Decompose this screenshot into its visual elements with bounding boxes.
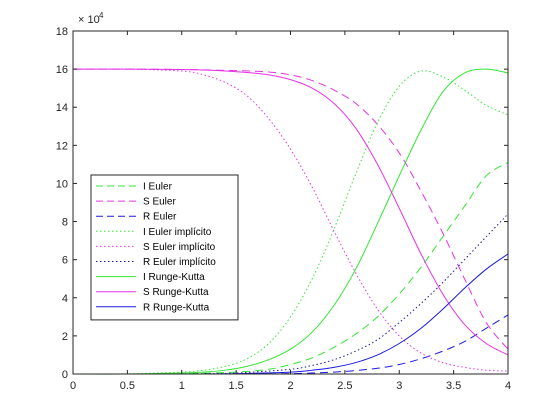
y-exponent-base: × 10 — [78, 14, 100, 26]
y-exponent-label: × 10 4 — [78, 11, 104, 26]
x-tick-label: 4 — [505, 380, 511, 392]
series-line-7 — [72, 68, 509, 375]
y-tick-label: 2 — [62, 331, 68, 343]
x-tick-label: 1 — [179, 380, 185, 392]
x-tick-label: 2 — [287, 380, 293, 392]
y-tick-label: 18 — [56, 26, 68, 38]
x-tick-label: 0 — [70, 380, 76, 392]
x-tick-label: 1.5 — [228, 380, 243, 392]
series-line-8 — [72, 68, 509, 356]
x-tick-label: 3 — [396, 380, 402, 392]
y-tick-label: 8 — [62, 217, 68, 229]
y-exponent-power: 4 — [99, 11, 104, 20]
legend-label: I Euler — [143, 182, 173, 193]
y-tick-label: 4 — [62, 293, 68, 305]
y-tick-label: 0 — [62, 369, 68, 381]
legend-label: R Runge-Kutta — [143, 302, 210, 313]
legend-label: S Euler — [143, 197, 176, 208]
y-tick-label: 6 — [62, 255, 68, 267]
series-line-4 — [72, 70, 509, 375]
series-line-1 — [72, 162, 509, 375]
legend-label: R Euler — [143, 212, 177, 223]
y-tick-label: 14 — [56, 102, 68, 114]
y-tick-label: 10 — [56, 178, 68, 190]
legend-label: R Euler implícito — [143, 257, 216, 268]
x-tick-label: 0.5 — [120, 380, 135, 392]
y-tick-label: 12 — [56, 140, 68, 152]
x-tick-label: 2.5 — [337, 380, 352, 392]
legend-label: I Runge-Kutta — [143, 272, 205, 283]
y-tick-label: 16 — [56, 64, 68, 76]
series-line-5 — [72, 68, 509, 372]
legend-label: S Runge-Kutta — [143, 287, 209, 298]
legend-label: S Euler implícito — [143, 242, 216, 253]
legend-box — [90, 174, 239, 321]
legend-label: I Euler implícito — [143, 227, 212, 238]
legend: I Euler S Euler R Euler I Euler implícito S … — [90, 174, 239, 321]
x-tick-label: 3.5 — [446, 380, 461, 392]
ticks-layer: 0 0.5 1 1.5 2 2.5 3 3.5 4 0 2 4 6 8 10 12 14 16 18 — [56, 26, 511, 392]
